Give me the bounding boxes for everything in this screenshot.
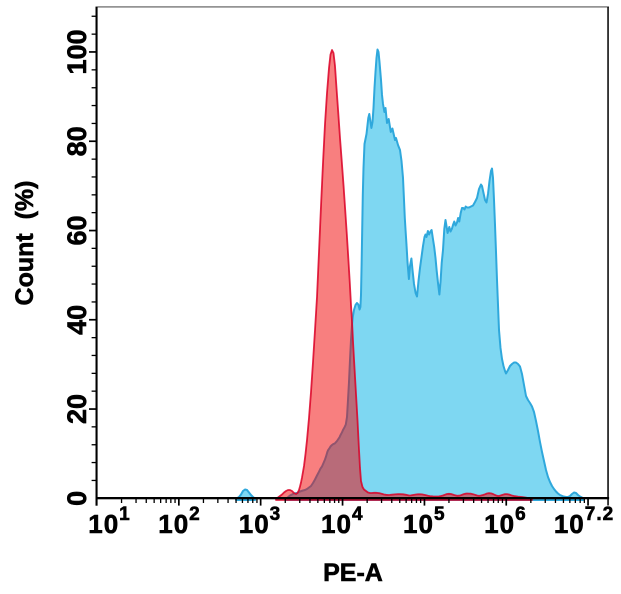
svg-text:0: 0 — [62, 491, 92, 506]
svg-text:105: 105 — [403, 504, 446, 539]
svg-text:20: 20 — [62, 394, 92, 424]
svg-text:Count (%): Count (%) — [11, 181, 39, 306]
svg-text:100: 100 — [62, 29, 92, 74]
svg-text:103: 103 — [239, 504, 282, 539]
svg-text:101: 101 — [88, 504, 131, 539]
svg-text:102: 102 — [158, 504, 201, 539]
svg-text:PE-A: PE-A — [323, 559, 383, 587]
svg-text:60: 60 — [62, 215, 92, 245]
svg-text:107.2: 107.2 — [554, 504, 614, 539]
svg-text:40: 40 — [62, 305, 92, 335]
svg-text:106: 106 — [484, 504, 527, 539]
svg-text:104: 104 — [321, 504, 364, 539]
svg-text:80: 80 — [62, 126, 92, 156]
